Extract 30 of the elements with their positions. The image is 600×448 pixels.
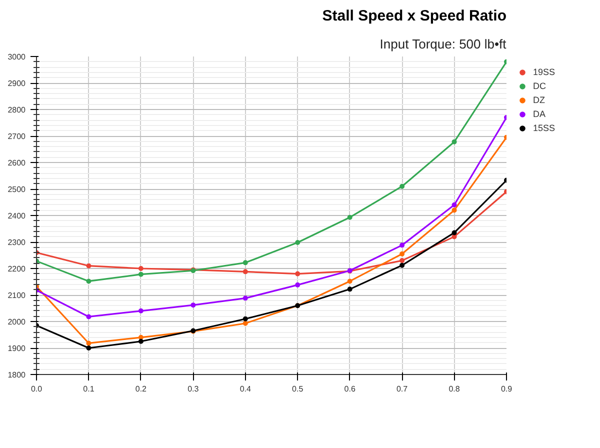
y-tick-label: 2800: [8, 106, 26, 114]
x-tick-label: 0.5: [292, 384, 304, 394]
x-tick-label: 0.0: [30, 384, 43, 394]
legend-label: DA: [533, 109, 547, 119]
x-tick-label: 0.8: [448, 384, 460, 394]
x-tick-label: 0.4: [240, 384, 252, 394]
legend-label: 19SS: [533, 67, 556, 77]
x-tick-label: 0.2: [135, 384, 148, 394]
x-tick-label: 0.1: [83, 384, 95, 394]
legend-label: 15SS: [533, 123, 556, 133]
y-tick-label: 2300: [8, 238, 26, 247]
x-tick-label: 0.7: [396, 384, 408, 394]
y-tick-label: 2000: [8, 318, 26, 326]
legend-label: DC: [533, 81, 547, 91]
y-tick-label: 2100: [8, 291, 26, 300]
x-tick-label: 0.9: [500, 384, 513, 394]
y-tick-label: 2700: [8, 132, 26, 141]
legend-label: DZ: [533, 95, 546, 105]
y-tick-label: 2200: [8, 264, 26, 274]
y-tick-label: 2400: [8, 212, 26, 220]
y-tick-label: 2900: [8, 79, 26, 88]
y-tick-label: 2600: [8, 158, 26, 168]
x-tick-label: 0.6: [344, 384, 356, 394]
x-tick-label: 0.3: [188, 384, 200, 394]
chart-title: Stall Speed x Speed Ratio: [322, 8, 506, 24]
y-tick-label: 1800: [8, 370, 26, 380]
chart-subtitle: Input Torque: 500 lb•ft: [380, 36, 507, 52]
y-tick-label: 3000: [8, 52, 26, 62]
y-tick-label: 2500: [8, 185, 26, 194]
y-tick-label: 1900: [8, 344, 26, 353]
